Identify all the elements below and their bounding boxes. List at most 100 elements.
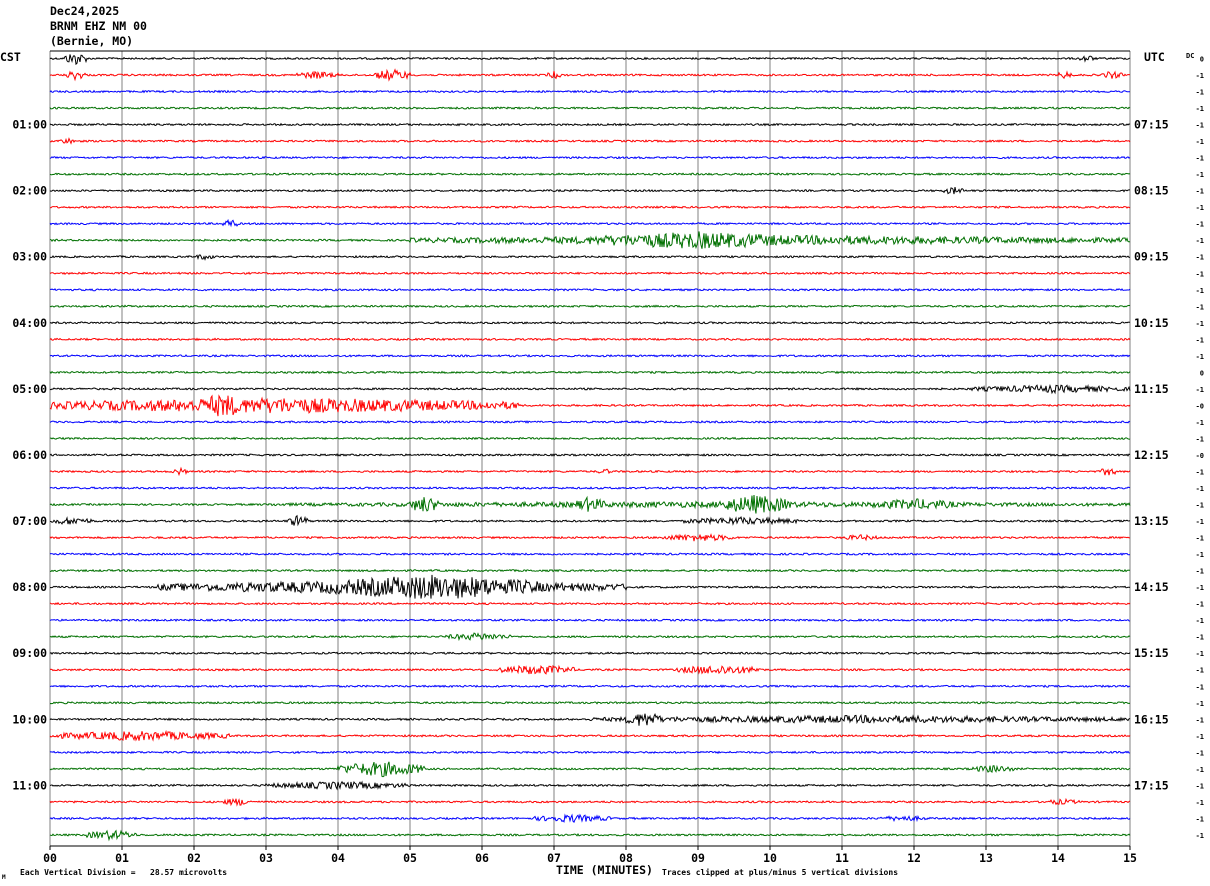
trace-line: [49, 453, 1131, 457]
trace-line: [49, 729, 1131, 742]
trace-line: [49, 780, 1131, 791]
left-hour-label: 09:00: [12, 646, 47, 660]
corner-mark: M: [2, 874, 6, 881]
dc-offset-value: -1: [1196, 634, 1204, 642]
dc-offset-value: -1: [1196, 584, 1204, 592]
trace-line: [49, 137, 1131, 145]
dc-offset-value: -1: [1196, 568, 1204, 576]
left-hour-label: 01:00: [12, 118, 47, 132]
trace-line: [49, 320, 1131, 325]
right-hour-label: 16:15: [1134, 712, 1169, 726]
right-hour-label: 09:15: [1134, 250, 1169, 264]
x-tick-label: 09: [691, 851, 705, 865]
dc-offset-value: -1: [1196, 435, 1204, 443]
trace-line: [49, 172, 1131, 176]
dc-offset-value: -1: [1196, 237, 1204, 245]
trace-line: [49, 486, 1131, 490]
trace-line: [49, 186, 1130, 195]
trace-line: [49, 632, 1131, 642]
left-hour-label: 11:00: [12, 778, 47, 792]
x-tick-label: 03: [259, 851, 273, 865]
trace-line: [49, 205, 1131, 210]
left-hour-label: 02:00: [12, 184, 47, 198]
trace-line: [49, 618, 1131, 623]
x-axis-title: TIME (MINUTES): [556, 863, 653, 877]
trace-line: [49, 761, 1131, 778]
trace-line: [49, 287, 1131, 292]
dc-offset-value: -1: [1196, 518, 1204, 526]
trace-line: [49, 797, 1131, 807]
dc-offset-value: -1: [1196, 683, 1204, 691]
dc-offset-value: -1: [1196, 122, 1204, 130]
trace-line: [49, 384, 1131, 395]
dc-offset-value: -0: [1196, 452, 1204, 460]
clip-note: Traces clipped at plus/minus 5 vertical …: [662, 867, 898, 877]
trace-line: [49, 533, 1131, 542]
dc-offset-value: -1: [1196, 667, 1204, 675]
dc-offset-value: -1: [1196, 832, 1204, 840]
dc-offset-value: -1: [1196, 502, 1204, 510]
trace-line: [49, 394, 1131, 417]
x-tick-label: 07: [547, 851, 561, 865]
dc-offset-value: -1: [1196, 171, 1204, 179]
trace-line: [49, 514, 1131, 527]
right-hour-label: 15:15: [1134, 646, 1169, 660]
dc-offset-value: -1: [1196, 782, 1204, 790]
dc-offset-value: -1: [1196, 155, 1204, 163]
trace-line: [49, 304, 1131, 309]
dc-offset-value: -1: [1196, 303, 1204, 311]
dc-offset-value: -1: [1196, 188, 1204, 196]
trace-line: [49, 254, 1131, 261]
x-tick-label: 10: [763, 851, 777, 865]
trace-line: [49, 370, 1131, 375]
left-hour-label: 03:00: [12, 250, 47, 264]
dc-offset-value: -1: [1196, 535, 1204, 543]
left-hour-label: 08:00: [12, 580, 47, 594]
dc-offset-value: -1: [1196, 221, 1204, 229]
trace-line: [49, 89, 1130, 94]
dc-offset-value: -0: [1196, 402, 1204, 410]
x-tick-label: 14: [1051, 851, 1065, 865]
seismic-traces: [49, 54, 1131, 842]
trace-line: [49, 466, 1131, 477]
dc-offset-value: -1: [1196, 353, 1204, 361]
right-hour-label: 17:15: [1134, 778, 1169, 792]
axis-labels: 01:00 02:00 03:00 04:00 05:00 06:00 07:00 08:00…: [12, 56, 1204, 866]
x-tick-label: 08: [619, 851, 633, 865]
left-hour-label: 04:00: [12, 316, 47, 330]
x-tick-label: 05: [403, 851, 417, 865]
trace-line: [49, 813, 1131, 823]
trace-line: [49, 354, 1131, 358]
trace-line: [49, 712, 1131, 726]
x-tick-label: 13: [979, 851, 993, 865]
station-id: BRNM EHZ NM 00: [50, 19, 147, 33]
dc-offset-value: -1: [1196, 749, 1204, 757]
trace-line: [49, 420, 1131, 424]
x-tick-label: 00: [43, 851, 57, 865]
dc-offset-value: -1: [1196, 89, 1204, 97]
dc-offset-value: -1: [1196, 601, 1204, 609]
dc-offset-value: -1: [1196, 287, 1204, 295]
dc-offset-header: DC: [1186, 52, 1194, 60]
dc-offset-value: -1: [1196, 815, 1204, 823]
x-tick-label: 02: [187, 851, 201, 865]
trace-line: [49, 231, 1131, 250]
left-hour-label: 07:00: [12, 514, 47, 528]
x-tick-label: 15: [1123, 851, 1137, 865]
trace-line: [49, 574, 1131, 599]
trace-line: [49, 494, 1131, 514]
dc-offset-value: -1: [1196, 650, 1204, 658]
dc-offset-value: -1: [1196, 485, 1204, 493]
dc-offset-value: -1: [1196, 766, 1204, 774]
trace-line: [49, 750, 1131, 755]
dc-offset-value: -1: [1196, 138, 1204, 146]
trace-line: [49, 664, 1131, 675]
dc-offset-value: -1: [1196, 105, 1204, 113]
dc-offset-value: -1: [1196, 72, 1204, 80]
dc-offset-value: -1: [1196, 733, 1204, 741]
left-hour-label: 05:00: [12, 382, 47, 396]
trace-line: [49, 122, 1131, 127]
dc-offset-value: -1: [1196, 336, 1204, 344]
dc-offset-value: -1: [1196, 799, 1204, 807]
